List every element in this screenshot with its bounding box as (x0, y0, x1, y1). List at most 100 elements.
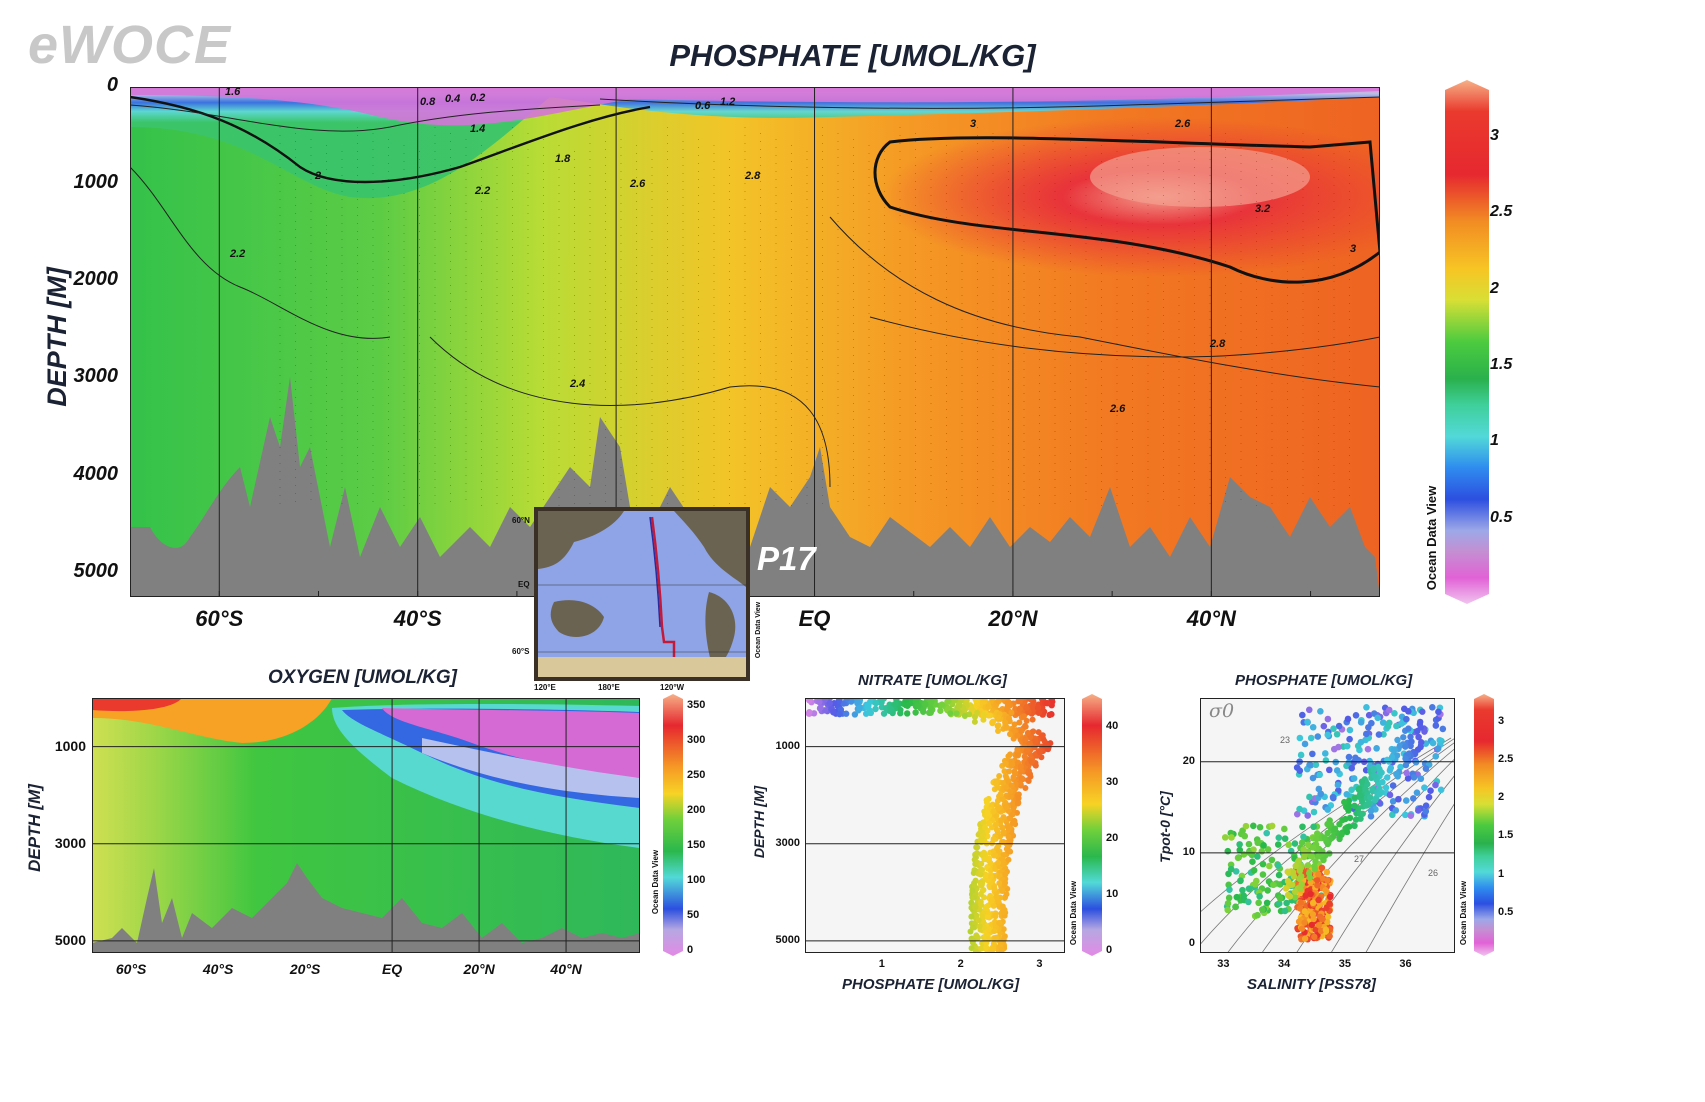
ts-point (1356, 791, 1363, 799)
main-contour-label: 2.8 (744, 170, 761, 182)
nitrate-point (987, 860, 994, 867)
main-contour-label: 1.8 (555, 153, 571, 165)
ts-point (1415, 733, 1422, 741)
nitrate-plot-frame (805, 698, 1065, 953)
ts-odv-credit: Ocean Data View (1459, 880, 1468, 946)
ts-point (1324, 820, 1331, 828)
nitrate-point (999, 796, 1006, 803)
nitrate-point (1035, 729, 1042, 736)
ts-point (1233, 893, 1241, 901)
nitrate-point (1007, 793, 1014, 800)
nitrate-point (840, 700, 847, 707)
nitrate-point (1003, 724, 1010, 731)
ts-point (1432, 753, 1440, 760)
nitrate-point (1009, 811, 1016, 818)
ts-point (1245, 898, 1252, 906)
nitrate-point (974, 709, 981, 716)
nitrate-point (842, 710, 850, 717)
ts-point (1317, 708, 1324, 715)
ts-point (1324, 913, 1332, 920)
oxygen-purple-core (382, 708, 640, 778)
ts-point (1417, 775, 1425, 783)
main-x-tick: 20°N (988, 606, 1038, 631)
ts-colorbar-tick: 2 (1498, 791, 1505, 804)
ts-point (1379, 719, 1387, 726)
section-label-p17: P17 (757, 540, 816, 577)
ts-point (1239, 886, 1246, 894)
ts-x-axis-label: SALINITY [PSS78] (1247, 976, 1376, 993)
ts-point (1298, 839, 1306, 846)
main-upper-purple-band (130, 87, 1380, 126)
nitrate-point (978, 860, 985, 867)
ts-point (1429, 704, 1436, 711)
ts-point (1315, 921, 1323, 929)
main-contour-2-8 (869, 316, 1380, 358)
ts-point (1421, 784, 1428, 792)
nitrate-point (996, 919, 1003, 926)
nitrate-point (1014, 800, 1021, 807)
ts-point (1393, 752, 1401, 759)
nitrate-odv-credit: Ocean Data View (1069, 880, 1078, 946)
ts-point (1405, 725, 1412, 732)
nitrate-point (981, 824, 988, 831)
ts-point (1432, 722, 1440, 729)
nitrate-point (971, 883, 978, 890)
nitrate-point (1016, 698, 1024, 704)
nitrate-point (995, 859, 1002, 866)
ts-point (1364, 745, 1372, 753)
nitrate-point (985, 855, 992, 862)
nitrate-point (1007, 751, 1014, 758)
nitrate-point (1023, 747, 1030, 754)
ts-point (1373, 745, 1380, 752)
ts-point (1296, 767, 1304, 774)
ts-point (1307, 734, 1315, 742)
ts-point (1407, 733, 1414, 741)
ts-point (1397, 763, 1404, 771)
ts-point (1286, 893, 1294, 900)
nitrate-point (1008, 782, 1015, 789)
nitrate-point (937, 707, 944, 714)
ts-point (1301, 740, 1309, 748)
main-contour-label: 2.2 (474, 185, 490, 197)
ts-point (1384, 723, 1392, 730)
main-contour-label: 3 (1350, 243, 1356, 255)
ts-point (1298, 925, 1306, 932)
ts-point (1290, 873, 1298, 880)
nitrate-point (1001, 768, 1008, 775)
ts-point (1309, 750, 1316, 758)
nitrate-y-tick: 1000 (775, 739, 800, 752)
ts-scatter-plot: 23 27 26 (1200, 698, 1455, 953)
ts-point (1321, 750, 1329, 757)
main-x-tick: EQ (798, 606, 831, 631)
ts-point (1316, 771, 1323, 779)
nitrate-point (1015, 795, 1022, 802)
oxygen-colorbar-bar (663, 694, 683, 956)
ts-point (1321, 834, 1328, 841)
main-colorbar-tick: 3 (1490, 126, 1499, 144)
nitrate-point (1032, 738, 1039, 745)
oxygen-x-tick: 20°S (289, 961, 321, 977)
ts-point (1324, 731, 1332, 739)
main-contour-label: 0.4 (445, 93, 460, 105)
inset-odv-credit: Ocean Data View (755, 601, 762, 659)
ts-point (1260, 842, 1267, 849)
nitrate-point (851, 711, 859, 718)
ts-point (1317, 927, 1325, 935)
ts-point (1437, 786, 1445, 794)
ts-point (1242, 822, 1250, 830)
ts-point (1345, 802, 1353, 809)
main-contour-2-4 (429, 336, 831, 488)
nitrate-point (1039, 732, 1046, 739)
nitrate-point (1011, 768, 1018, 775)
oxygen-x-tick: 20°N (463, 961, 495, 977)
nitrate-point (904, 710, 911, 717)
ts-point (1403, 769, 1410, 777)
main-colorbar-tick: 0.5 (1490, 508, 1513, 526)
nitrate-point (806, 698, 813, 704)
ts-point (1300, 833, 1307, 841)
main-x-tick: 60°S (195, 606, 244, 631)
ts-point (1234, 854, 1242, 862)
nitrate-point (920, 708, 927, 715)
nitrate-point (938, 701, 946, 708)
main-plot-frame (130, 87, 1380, 597)
